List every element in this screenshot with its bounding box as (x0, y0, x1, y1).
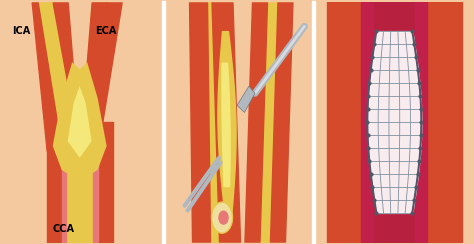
Text: ECA: ECA (95, 26, 116, 36)
Polygon shape (237, 86, 255, 112)
Polygon shape (68, 86, 91, 158)
Text: CCA: CCA (53, 224, 75, 234)
Polygon shape (53, 62, 107, 182)
Ellipse shape (218, 211, 229, 225)
Text: ICA: ICA (12, 26, 30, 36)
Ellipse shape (211, 202, 233, 233)
